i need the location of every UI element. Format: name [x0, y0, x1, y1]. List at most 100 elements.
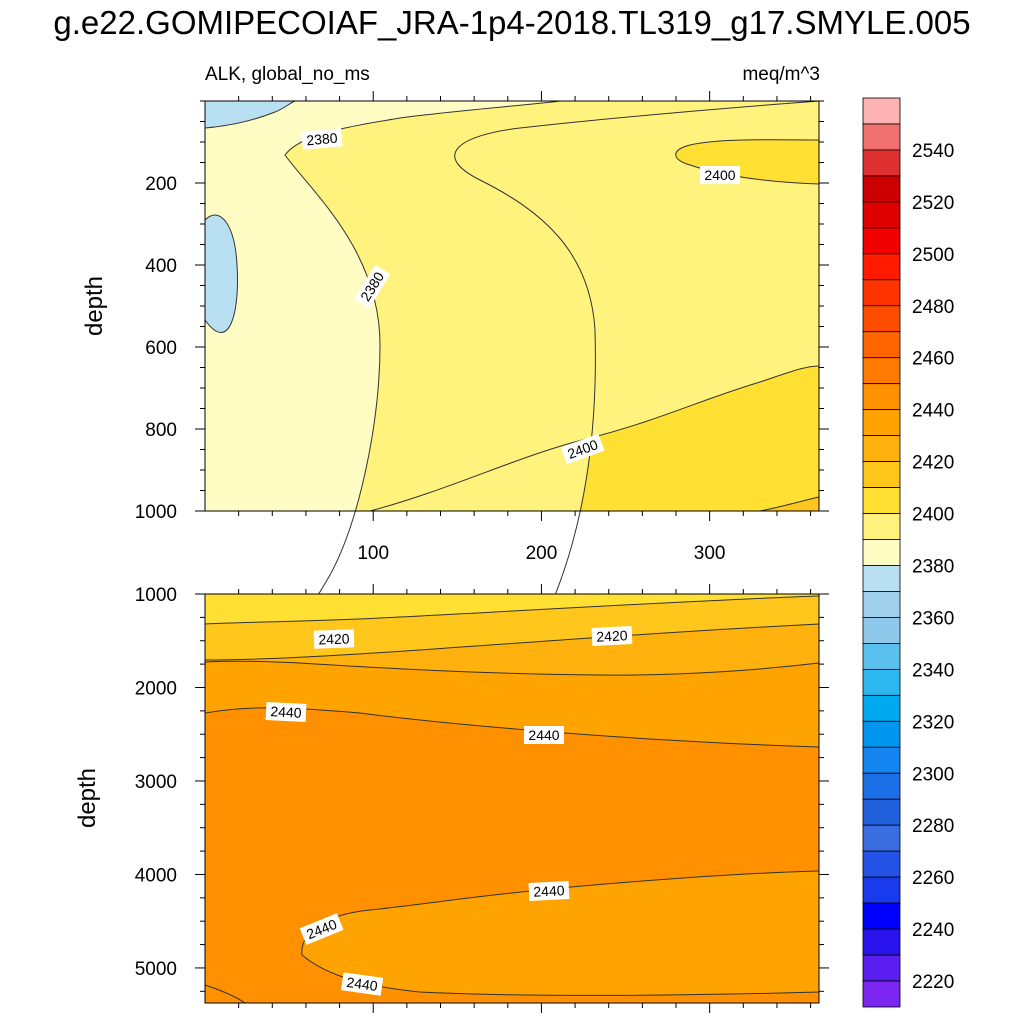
contour-line-2400-a [369, 365, 820, 512]
colorbar-swatch [862, 253, 901, 281]
lower-region-2415 [205, 596, 819, 660]
colorbar-label: 2340 [912, 660, 954, 681]
upper-axes: 100 200 300 200 400 600 800 1000 [135, 91, 829, 564]
colorbar-swatch [862, 850, 901, 878]
contour-line-2370-a [204, 100, 296, 129]
y-tick-label: 600 [145, 338, 177, 359]
colorbar-label: 2240 [912, 920, 954, 941]
colorbar-label: 2440 [912, 401, 954, 422]
upper-panel: 2380 2380 2400 2400 100 200 300 200 400 600 80… [81, 91, 829, 881]
upper-region-2355-mid [205, 215, 238, 333]
contour-label: 2420 [318, 630, 350, 647]
colorbar-label: 2420 [912, 453, 954, 474]
lower-region-2405 [205, 594, 819, 624]
colorbar-swatch [862, 772, 901, 800]
colorbar: 2540 2520 2500 2480 2460 2440 2420 2400 2380 2360… [862, 97, 954, 1024]
y-tick-label: 1000 [135, 502, 177, 523]
contour-label: 2400 [704, 167, 735, 183]
colorbar-swatch [862, 746, 901, 774]
colorbar-swatch [862, 435, 901, 462]
upper-region-2355-surface [205, 101, 295, 128]
upper-region-2385 [205, 101, 560, 511]
lower-axes: 1000 2000 3000 4000 5000 [135, 584, 829, 1013]
lower-region-2425 [205, 624, 819, 676]
colorbar-label: 2400 [912, 505, 954, 526]
y-tick-label: 400 [145, 256, 177, 277]
contour-line-2370-b [204, 214, 238, 333]
colorbar-label: 2500 [912, 245, 954, 266]
colorbar-swatch [862, 954, 901, 982]
x-tick-label: 200 [526, 543, 558, 564]
colorbar-swatch [862, 720, 901, 748]
upper-region-2395-lobe [285, 101, 819, 511]
colorbar-swatch [862, 980, 901, 1008]
colorbar-swatch [862, 175, 901, 203]
colorbar-label: 2540 [912, 141, 954, 162]
y-tick-label: 1000 [135, 585, 177, 606]
y-tick-label: 200 [145, 174, 177, 195]
colorbar-swatch [862, 591, 901, 618]
colorbar-label: 2460 [912, 349, 954, 370]
y-tick-label: 5000 [135, 959, 177, 980]
colorbar-swatch [862, 668, 901, 696]
colorbar-swatch [862, 279, 901, 307]
lower-contour-labels: 2420 2420 2440 2440 2440 2440 [265, 625, 633, 996]
colorbar-label: 2520 [912, 193, 954, 214]
colorbar-swatch [862, 643, 901, 670]
lower-ylabel: depth [74, 768, 101, 828]
y-tick-label: 3000 [135, 772, 177, 793]
contour-line-2420 [204, 623, 820, 661]
colorbar-label: 2300 [912, 764, 954, 785]
y-tick-label: 800 [145, 420, 177, 441]
lower-region-2435-upper [205, 661, 819, 747]
contour-label: 2380 [306, 130, 339, 149]
upper-region-2415-corner [760, 497, 819, 511]
colorbar-label: 2220 [912, 972, 954, 993]
colorbar-swatch [862, 798, 901, 826]
contour-line-2450 [204, 984, 246, 1004]
colorbar-label: 2320 [912, 712, 954, 733]
colorbar-label: 2360 [912, 608, 954, 629]
lower-panel: 2420 2420 2440 2440 2440 2440 [74, 584, 829, 1013]
lower-frame [204, 593, 820, 1004]
contour-label: 2440 [528, 727, 559, 743]
colorbar-swatch [862, 123, 901, 151]
colorbar-swatch [862, 487, 901, 514]
lower-region-2435-deep [301, 871, 819, 996]
contour-label: 2420 [596, 627, 628, 645]
upper-contour-labels: 2380 2380 2400 2400 [301, 128, 740, 465]
colorbar-swatch [862, 902, 901, 930]
colorbar-swatch [862, 227, 901, 255]
contour-line-2430 [204, 660, 820, 676]
contour-label: 2440 [346, 974, 379, 994]
colorbar-swatch [862, 331, 901, 359]
upper-ylabel: depth [81, 276, 108, 336]
colorbar-swatch [862, 305, 901, 333]
colorbar-label: 2280 [912, 816, 954, 837]
colorbar-swatch [862, 617, 901, 644]
colorbar-swatch [862, 694, 901, 722]
colorbar-swatch [862, 928, 901, 956]
colorbar-swatch [862, 201, 901, 229]
contour-label: 2440 [270, 703, 302, 721]
colorbar-swatch [862, 876, 901, 904]
colorbar-swatch [862, 97, 901, 125]
colorbar-swatch [862, 461, 901, 488]
colorbar-swatch [862, 824, 901, 852]
colorbar-label: 2480 [912, 297, 954, 318]
y-tick-label: 4000 [135, 865, 177, 886]
x-tick-label: 100 [357, 543, 389, 564]
contour-line-2410 [759, 496, 820, 512]
colorbar-label: 2380 [912, 556, 954, 577]
contour-label: 2440 [533, 882, 565, 900]
colorbar-swatch [862, 565, 901, 592]
colorbar-label: 2260 [912, 868, 954, 889]
contour-line-2410 [204, 595, 820, 625]
colorbar-swatch [862, 409, 901, 437]
x-tick-label: 300 [694, 543, 726, 564]
colorbar-swatch [862, 539, 901, 566]
contour-line-2400-b [675, 139, 820, 185]
subtitle-right: meq/m^3 [742, 64, 820, 85]
colorbar-swatch [862, 383, 901, 411]
